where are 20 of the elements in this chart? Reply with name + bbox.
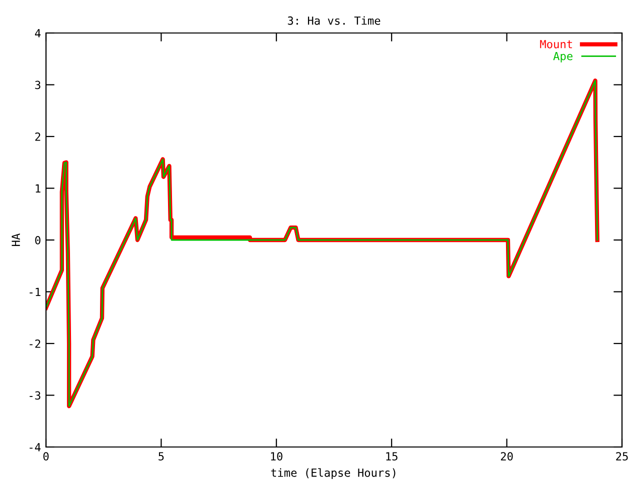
x-tick-label: 25 [616,452,628,461]
y-tick-label: 4 [35,29,41,38]
y-tick-label: -3 [30,391,40,400]
y-tick-label: -2 [30,340,40,348]
y-tick-label: -4 [30,443,41,452]
y-tick-label: -1 [30,288,40,296]
x-tick-label: 20 [500,452,513,461]
x-tick-label: 0 [43,452,49,461]
y-tick-label: 0 [35,236,40,244]
x-tick-label: 10 [271,452,282,461]
x-axis-title: time (Elapse Hours) [271,468,396,480]
y-tick-label: 3 [35,80,40,90]
y-axis-title: HA [12,234,20,246]
legend-label: Mount [540,40,572,48]
x-tick-label: 5 [158,452,164,461]
x-tick-label: 15 [386,452,398,461]
y-tick-label: 1 [36,184,40,192]
y-tick-label: 2 [35,132,40,141]
chart-title: 3: Ha vs. Time [288,16,380,25]
legend-label: Ape [553,52,572,62]
